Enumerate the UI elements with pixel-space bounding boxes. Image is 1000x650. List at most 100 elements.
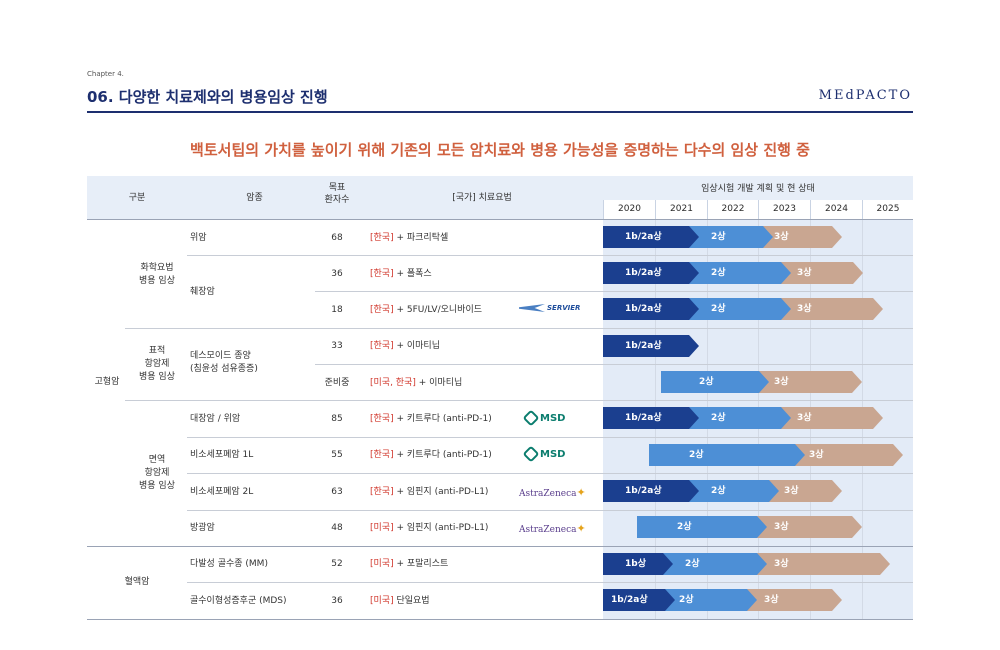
year-2022: 2022 bbox=[707, 200, 758, 219]
astrazeneca-icon: ✦ bbox=[576, 522, 586, 535]
year-2024: 2024 bbox=[810, 200, 862, 219]
therapy-regimen: + 임핀지 (anti-PD-L1) bbox=[396, 523, 489, 533]
therapy: [한국] + 이마티닙 bbox=[370, 340, 440, 353]
company-logo: MEdPACTO bbox=[818, 88, 912, 103]
phase-bar: 1b/2a상 bbox=[603, 589, 675, 611]
therapy-country: [한국] bbox=[370, 305, 394, 315]
target-count: 33 bbox=[331, 341, 343, 351]
therapy: [미국] + 포말리스트 bbox=[370, 558, 448, 571]
row-divider bbox=[87, 219, 913, 220]
cancer-name: 대장암 / 위암 bbox=[190, 414, 241, 424]
therapy-country: [한국] bbox=[370, 414, 394, 424]
cancer-name: 다발성 골수종 (MM) bbox=[190, 559, 268, 569]
therapy-country: [미국] bbox=[370, 596, 394, 606]
therapy: [미국, 한국] + 이마티닙 bbox=[370, 377, 462, 390]
target-count: 52 bbox=[331, 559, 343, 569]
phase-bar: 1b/2a상 bbox=[603, 480, 699, 502]
row-divider bbox=[187, 582, 913, 583]
cancer-name: 비소세포폐암 1L bbox=[190, 450, 254, 460]
therapy-country: [한국] bbox=[370, 233, 394, 243]
phase-bar: 3상 bbox=[775, 298, 883, 320]
therapy: [한국] + 임핀지 (anti-PD-L1) bbox=[370, 486, 488, 499]
target-count: 48 bbox=[331, 523, 343, 533]
servier-icon bbox=[519, 304, 545, 312]
msd-logo: MSD bbox=[522, 445, 565, 463]
phase-bar: 3상 bbox=[752, 226, 842, 248]
row-divider bbox=[187, 255, 913, 256]
row-divider bbox=[125, 328, 913, 329]
msd-logo: MSD bbox=[522, 409, 565, 427]
group-chemo: 화학요법 병용 임상 bbox=[139, 263, 175, 286]
phase-bar: 1b/2a상 bbox=[603, 262, 699, 284]
msd-icon bbox=[522, 445, 540, 463]
chapter-label: Chapter 4. bbox=[87, 70, 124, 78]
therapy-regimen: + 5FU/LV/오니바이드 bbox=[396, 305, 483, 315]
header-division: 구분 bbox=[128, 193, 146, 203]
page-subtitle: 백토서팁의 가치를 높이기 위해 기존의 모든 암치료와 병용 가능성을 증명하… bbox=[190, 141, 810, 159]
therapy-country: [한국] bbox=[370, 450, 394, 460]
target-count: 준비중 bbox=[324, 378, 350, 388]
therapy-regimen: + 키트루다 (anti-PD-1) bbox=[396, 414, 492, 424]
therapy-country: [미국] bbox=[370, 523, 394, 533]
row-divider bbox=[125, 400, 913, 401]
phase-bar: 3상 bbox=[752, 516, 862, 538]
therapy-regimen: + 포말리스트 bbox=[396, 559, 449, 569]
target-count: 63 bbox=[331, 487, 343, 497]
phase-bar: 1b/2a상 bbox=[603, 298, 699, 320]
year-2025: 2025 bbox=[862, 200, 913, 219]
row-divider bbox=[87, 619, 913, 620]
phase-bar: 3상 bbox=[742, 589, 842, 611]
therapy: [한국] + 5FU/LV/오니바이드 bbox=[370, 304, 482, 317]
year-2023: 2023 bbox=[758, 200, 810, 219]
phase-bar: 1b상 bbox=[603, 553, 673, 575]
therapy-regimen: + 이마티닙 bbox=[396, 341, 440, 351]
phase-bar: 2상 bbox=[689, 226, 773, 248]
phase-bar: 1b/2a상 bbox=[603, 335, 699, 357]
row-divider bbox=[87, 546, 913, 547]
cancer-name: 위암 bbox=[190, 233, 207, 243]
header-therapy: [국가] 치료요법 bbox=[452, 193, 512, 203]
therapy-regimen: + 이마티닙 bbox=[418, 378, 463, 388]
therapy-regimen: + 폴폭스 bbox=[396, 269, 432, 279]
therapy: [한국] + 키트루다 (anti-PD-1) bbox=[370, 413, 492, 426]
therapy-regimen: + 파크리탁셀 bbox=[396, 233, 449, 243]
group-targeted: 표적 항암제 병용 임상 bbox=[139, 346, 175, 382]
phase-bar: 2상 bbox=[649, 444, 805, 466]
astrazeneca-logo: AstraZeneca✦ bbox=[519, 522, 586, 535]
therapy: [한국] + 폴폭스 bbox=[370, 268, 432, 281]
therapy: [미국] + 임핀지 (anti-PD-L1) bbox=[370, 522, 488, 535]
astrazeneca-logo: AstraZeneca✦ bbox=[519, 486, 586, 499]
phase-bar: 1b/2a상 bbox=[603, 407, 699, 429]
row-divider bbox=[187, 473, 913, 474]
target-count: 68 bbox=[331, 233, 343, 243]
target-count: 55 bbox=[331, 450, 343, 460]
year-2021: 2021 bbox=[655, 200, 707, 219]
phase-bar: 2상 bbox=[663, 553, 767, 575]
therapy-country: [한국] bbox=[370, 269, 394, 279]
servier-logo: SERVIER bbox=[519, 304, 580, 312]
target-count: 18 bbox=[331, 305, 343, 315]
astrazeneca-icon: ✦ bbox=[576, 486, 586, 499]
target-count: 36 bbox=[331, 269, 343, 279]
phase-bar: 3상 bbox=[762, 480, 842, 502]
phase-bar: 2상 bbox=[689, 298, 791, 320]
row-divider bbox=[315, 364, 913, 365]
phase-bar: 2상 bbox=[689, 480, 779, 502]
clinical-trial-table: 구분 암종 목표 환자수 [국가] 치료요법 임상시험 개발 계획 및 현 상태… bbox=[87, 176, 913, 620]
therapy-country: [한국] bbox=[370, 341, 394, 351]
therapy-regimen: + 키트루다 (anti-PD-1) bbox=[396, 450, 492, 460]
row-divider bbox=[187, 437, 913, 438]
cancer-name: 비소세포폐암 2L bbox=[190, 487, 254, 497]
row-divider bbox=[187, 510, 913, 511]
therapy-regimen: 단일요법 bbox=[396, 596, 430, 606]
phase-bar: 1b/2a상 bbox=[603, 226, 699, 248]
phase-bar: 2상 bbox=[657, 589, 757, 611]
header-timeline: 임상시험 개발 계획 및 현 상태 bbox=[701, 184, 815, 194]
cancer-name: 골수이형성증후군 (MDS) bbox=[190, 596, 287, 606]
group-blood: 혈액암 bbox=[124, 577, 150, 587]
page-title: 06. 다양한 치료제와의 병용임상 진행 bbox=[87, 88, 328, 106]
target-count: 36 bbox=[331, 596, 343, 606]
therapy: [미국] 단일요법 bbox=[370, 595, 430, 608]
header-target: 목표 환자수 bbox=[324, 183, 350, 205]
phase-bar: 2상 bbox=[689, 407, 791, 429]
